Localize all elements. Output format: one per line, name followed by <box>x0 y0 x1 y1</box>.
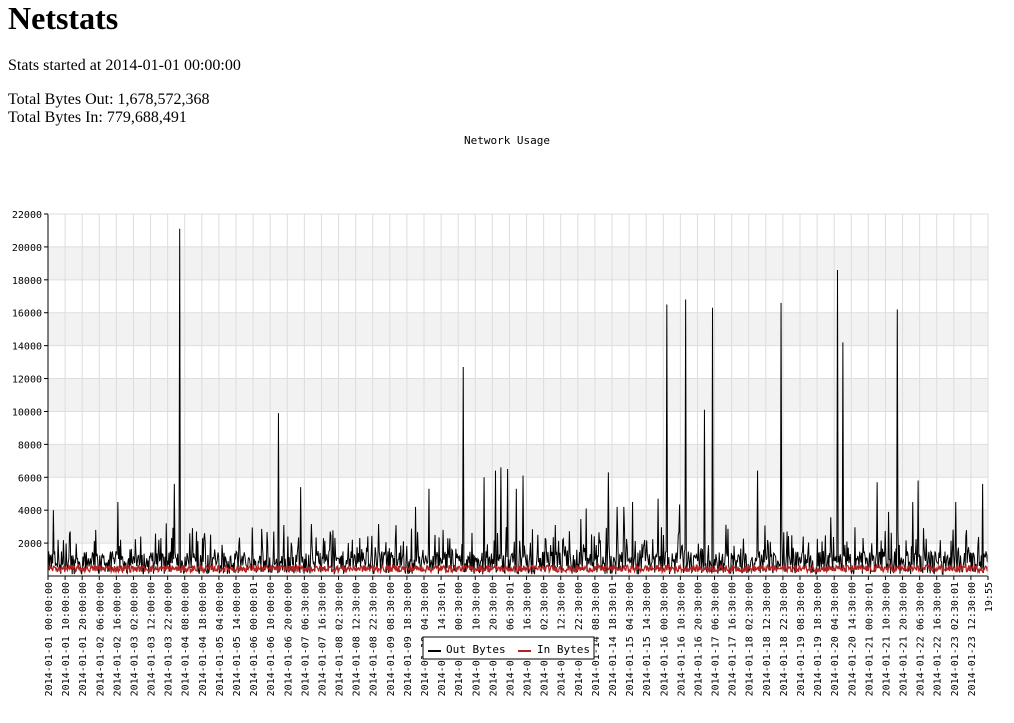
x-tick-label: 2014-01-16 00:30:00 <box>659 582 670 696</box>
x-tick-label: 2014-01-18 02:30:00 <box>745 582 756 696</box>
series-in-bytes <box>47 562 989 575</box>
x-tick-label: 2014-01-08 02:30:00 <box>335 582 346 696</box>
x-tick-label: 2014-01-21 20:30:00 <box>899 582 910 696</box>
x-tick-label: 2014-01-06 10:00:00 <box>266 582 277 696</box>
x-tick-label: 2014-01-16 10:30:00 <box>676 582 687 696</box>
chart-svg: Network Usage 2000 4000 6000 8000 10000 12000… <box>12 134 995 696</box>
chart-title: Network Usage <box>464 134 550 147</box>
x-tick-labels: 2014-01-01 00:00:00 2014-01-01 10:00:00 20… <box>44 576 995 696</box>
y-tick-label: 22000 <box>12 210 42 221</box>
x-tick-label: 2014-01-21 10:30:00 <box>881 582 892 696</box>
x-tick-label: 2014-01-17 16:30:00 <box>728 582 739 696</box>
x-tick-label: 2014-01-17 06:30:00 <box>711 582 722 696</box>
x-tick-label: 2014-01-01 20:00:00 <box>78 582 89 696</box>
y-tick-label: 2000 <box>18 539 42 550</box>
x-tick-label: 2014-01-09 08:30:00 <box>386 582 397 696</box>
x-tick-label: 2014-01-16 20:30:00 <box>693 582 704 696</box>
series-line-in <box>47 562 989 575</box>
vertical-gridlines <box>47 214 989 576</box>
y-tick-label: 4000 <box>18 506 42 517</box>
x-tick-label: 2014-01-08 22:30:00 <box>369 582 380 696</box>
x-tick-label: 2014-01-08 12:30:00 <box>352 582 363 696</box>
x-tick-label: 2014-01-06 00:00:01 <box>249 582 260 696</box>
total-bytes-out: Total Bytes Out: 1,678,572,368 <box>8 91 210 108</box>
x-tick-label: 2014-01-05 14:00:00 <box>232 582 243 696</box>
x-tick-label: 2014-01-19 18:30:00 <box>813 582 824 696</box>
y-tick-label: 20000 <box>12 243 42 254</box>
y-tick-label: 16000 <box>12 309 42 320</box>
total-bytes-in: Total Bytes In: 779,688,491 <box>8 109 187 126</box>
x-tick-label: 2014-01-20 04:30:00 <box>830 582 841 696</box>
legend-label-in: In Bytes <box>537 643 590 656</box>
plot-band <box>48 378 988 412</box>
x-tick-label: 2014-01-22 16:30:00 <box>933 582 944 696</box>
axes <box>47 213 989 577</box>
legend: Out Bytes In Bytes <box>422 636 595 660</box>
x-tick-label: 2014-01-23 12:30:00 <box>967 582 978 696</box>
x-tick-label: 2014-01-06 20:00:00 <box>283 582 294 696</box>
y-tick-label: 14000 <box>12 342 42 353</box>
x-tick-label: 2014-01-02 16:00:00 <box>112 582 123 696</box>
x-tick-label: 2014-01-18 12:30:00 <box>762 582 773 696</box>
x-tick-label: 2014-01-15 04:30:00 <box>625 582 636 696</box>
y-tick-label: 12000 <box>12 375 42 386</box>
stats-started-text: Stats started at 2014-01-01 00:00:00 <box>8 57 241 74</box>
x-tick-label: 2014-01-01 10:00:00 <box>61 582 72 696</box>
y-tick-label: 10000 <box>12 407 42 418</box>
x-tick-label: 2014-01-05 04:00:00 <box>215 582 226 696</box>
x-tick-label: 2014-01-02 06:00:00 <box>95 582 106 696</box>
plot-band <box>48 312 988 346</box>
y-tick-label: 8000 <box>18 440 42 451</box>
y-tick-label: 6000 <box>18 473 42 484</box>
network-usage-chart: Network Usage 2000 4000 6000 8000 10000 12000… <box>0 125 1014 723</box>
x-tick-label: 2014-01-07 06:30:00 <box>300 582 311 696</box>
legend-box <box>422 636 595 660</box>
x-tick-label: 2014-01-04 18:00:00 <box>198 582 209 696</box>
plot-band <box>48 510 988 544</box>
series-line-out <box>47 228 989 576</box>
x-tick-label: 2014-01-04 08:00:00 <box>181 582 192 696</box>
x-tick-label: 19:55 <box>984 582 995 612</box>
x-tick-label: 2014-01-20 14:30:00 <box>847 582 858 696</box>
x-tick-label: 2014-01-01 00:00:00 <box>44 582 55 696</box>
x-tick-label: 2014-01-09 18:30:00 <box>403 582 414 696</box>
legend-label-out: Out Bytes <box>446 643 506 656</box>
x-tick-label: 2014-01-14 08:30:00 <box>591 582 602 696</box>
x-tick-label: 2014-01-14 18:30:01 <box>608 582 619 696</box>
x-tick-label: 2014-01-18 22:30:00 <box>779 582 790 696</box>
y-tick-labels: 2000 4000 6000 8000 10000 12000 14000 16000 1800… <box>12 210 48 550</box>
series-out-bytes <box>47 228 989 576</box>
plot-band <box>48 444 988 478</box>
x-tick-label: 2014-01-22 06:30:00 <box>916 582 927 696</box>
x-tick-label: 2014-01-19 08:30:00 <box>796 582 807 696</box>
x-tick-label: 2014-01-07 16:30:00 <box>317 582 328 696</box>
y-tick-label: 18000 <box>12 276 42 287</box>
x-tick-label: 2014-01-15 14:30:00 <box>642 582 653 696</box>
x-tick-label: 2014-01-03 02:00:00 <box>129 582 140 696</box>
plot-band <box>48 246 988 280</box>
x-tick-label: 2014-01-21 00:30:01 <box>864 582 875 696</box>
plot-bands <box>48 246 988 544</box>
x-tick-label: 2014-01-03 22:00:00 <box>164 582 175 696</box>
page-title: Netstats <box>8 0 119 36</box>
x-tick-label: 2014-01-03 12:00:00 <box>147 582 158 696</box>
x-tick-label: 2014-01-23 02:30:01 <box>950 582 961 696</box>
